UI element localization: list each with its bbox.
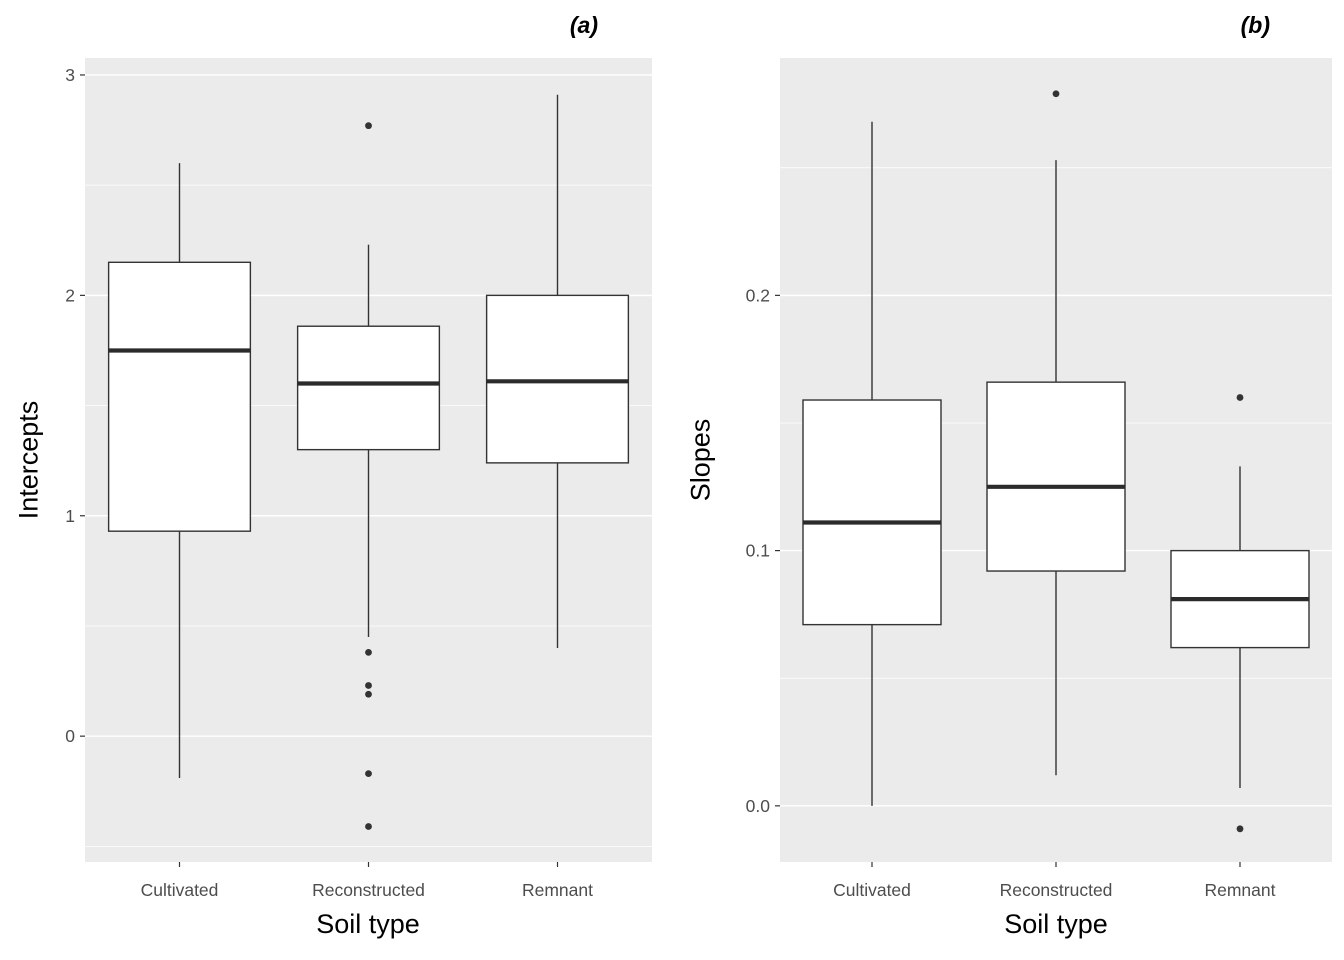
box-iqr	[802, 399, 942, 626]
box-iqr	[485, 294, 630, 464]
outlier-point	[365, 122, 372, 130]
x-tick-label: Reconstructed	[1000, 880, 1113, 900]
outlier-point	[365, 690, 372, 698]
panel-a: 0 1 2 3 Cultivated Reconstructed Remnant (a) I…	[13, 12, 652, 939]
outlier-point	[365, 770, 372, 778]
x-tick-label: Remnant	[522, 880, 593, 900]
outlier-point	[365, 682, 372, 689]
outlier-point	[1052, 90, 1060, 98]
y-axis-title-intercepts: Intercepts	[13, 400, 44, 520]
y-tick-label: 0	[65, 726, 75, 746]
y-tick-label: 0.2	[746, 285, 770, 305]
x-axis-title-soil-type-b: Soil type	[1004, 909, 1108, 939]
boxplot-plot-a: 0 1 2 3 Cultivated Reconstructed Remnant	[65, 58, 652, 900]
panel-b: 0.0 0.1 0.2 Cultivated Reconstructed Remnant …	[672, 0, 1344, 960]
panel-label-a: (a)	[569, 12, 598, 38]
box-iqr	[986, 381, 1126, 572]
outlier-point	[1236, 394, 1244, 401]
box-iqr	[296, 325, 441, 451]
y-tick-label: 3	[65, 65, 75, 85]
y-tick-label: 1	[65, 506, 75, 526]
boxplot-plot-b: 0.0 0.1 0.2 Cultivated Reconstructed Remnant	[746, 58, 1332, 900]
box-iqr	[107, 261, 252, 532]
panel-label-b: (b)	[1240, 12, 1270, 38]
y-tick-label: 0.1	[746, 541, 770, 561]
y-tick-label: 0.0	[746, 796, 771, 816]
x-tick-label: Cultivated	[833, 880, 911, 900]
x-axis-title-soil-type-a: Soil type	[316, 909, 420, 939]
outlier-point	[365, 823, 372, 830]
x-tick-label: Reconstructed	[312, 880, 425, 900]
outlier-point	[1236, 825, 1244, 833]
outlier-point	[365, 649, 372, 656]
y-tick-label: 2	[65, 285, 75, 305]
y-axis-title-slopes: Slopes	[685, 418, 716, 502]
x-tick-label: Remnant	[1204, 880, 1275, 900]
x-tick-label: Cultivated	[141, 880, 219, 900]
